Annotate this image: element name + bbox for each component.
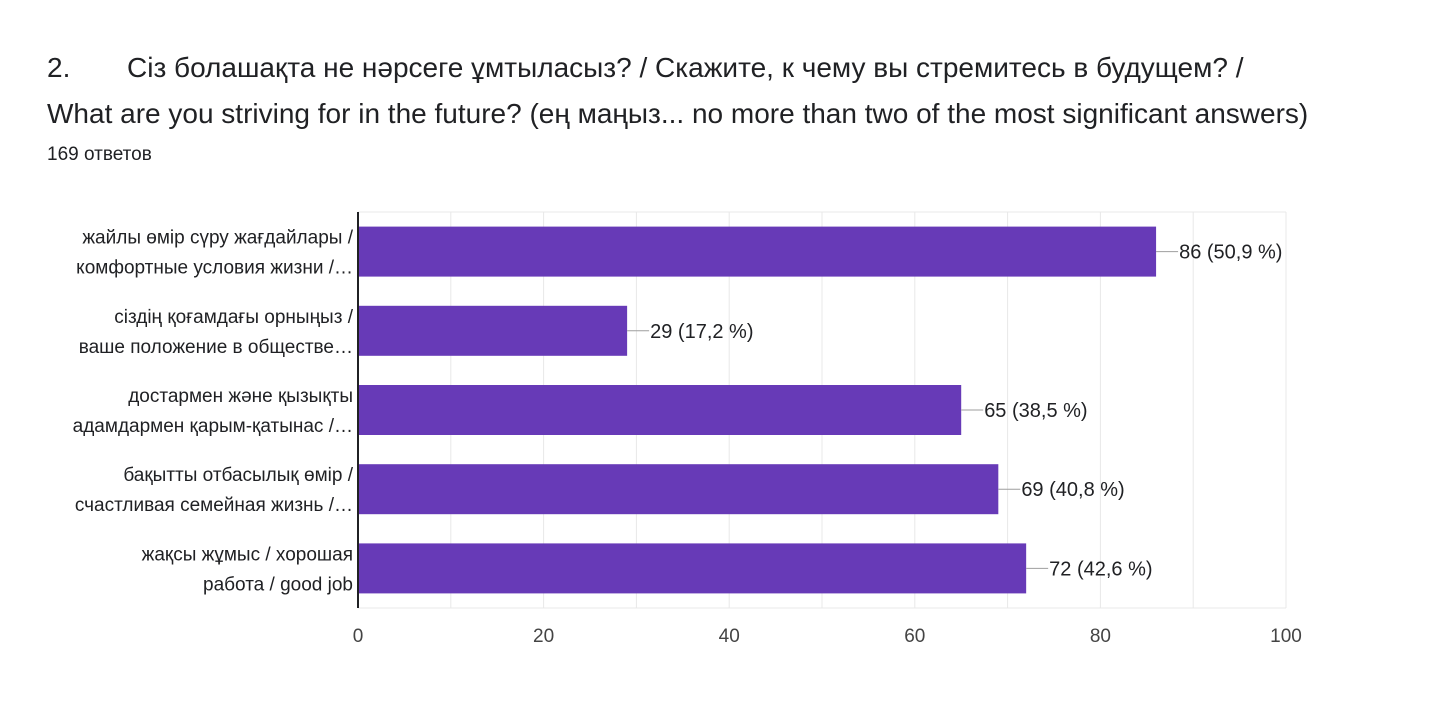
response-count: 169 ответов [47,144,152,165]
question-text-1: Сіз болашақта не нәрсеге ұмтыласыз? / Ск… [127,52,1244,83]
data-label: 72 (42,6 %) [1049,558,1152,580]
category-label: достармен және қызықты [128,386,353,407]
x-tick-label: 80 [1090,626,1111,647]
category-label: жайлы өмір сүру жағдайлары / [82,228,353,249]
category-label: комфортные условия жизни /… [76,258,353,279]
bar [358,305,628,356]
data-label: 65 (38,5 %) [984,400,1087,422]
category-label: работа / good job [203,574,353,595]
category-label: адамдармен қарым-қатынас /… [73,416,353,437]
bar [358,385,962,435]
category-label: жақсы жұмыс / хорошая [142,544,353,565]
data-label: 29 (17,2 %) [650,321,753,343]
x-tick-label: 0 [353,626,364,647]
category-label: сіздің қоғамдағы орныңыз / [114,307,353,328]
x-tick-label: 60 [904,626,925,647]
category-label: бақытты отбасылық өмір / [123,465,353,486]
x-tick-label: 40 [719,626,740,647]
question-title-line-1: 2. Сіз болашақта не нәрсеге ұмтыласыз? / … [47,50,1244,86]
data-label: 86 (50,9 %) [1179,242,1282,264]
bar [358,226,1157,277]
question-title-line-2: What are you striving for in the future?… [47,98,1309,129]
category-label: ваше положение в обществе… [79,337,353,358]
x-tick-label: 20 [533,626,554,647]
question-number: 2. [47,52,71,83]
bar [358,543,1027,594]
data-label: 69 (40,8 %) [1021,479,1124,501]
bar [358,464,999,515]
x-tick-label: 100 [1270,626,1302,647]
category-label: счастливая семейная жизнь /… [75,495,353,516]
